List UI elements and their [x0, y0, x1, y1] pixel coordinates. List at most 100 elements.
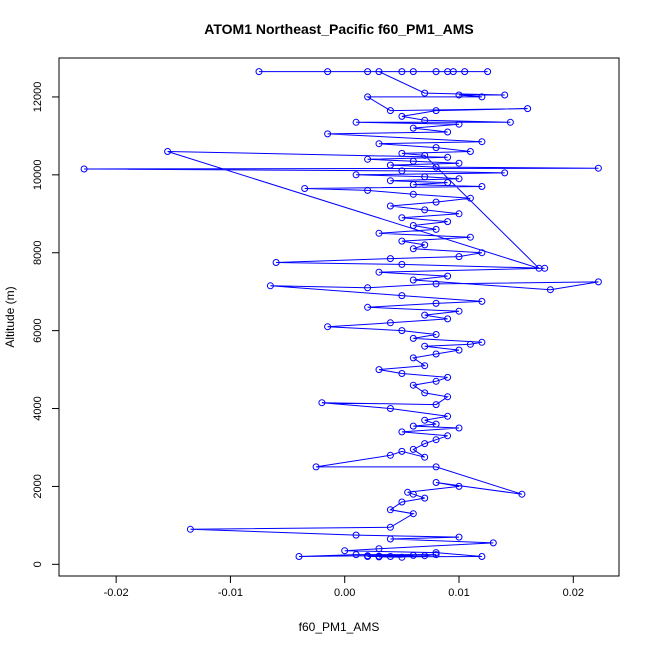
- data-point: [398, 214, 406, 222]
- chart-title: ATOM1 Northeast_Pacific f60_PM1_AMS: [204, 21, 473, 37]
- data-point: [398, 327, 406, 335]
- data-point: [432, 331, 440, 338]
- data-point: [421, 494, 429, 502]
- data-point: [444, 373, 452, 381]
- data-point: [386, 202, 394, 210]
- data-point: [352, 171, 360, 179]
- data-point: [409, 124, 417, 132]
- data-point: [455, 120, 463, 128]
- data-point: [444, 393, 452, 401]
- data-point: [432, 225, 440, 233]
- data-point: [432, 299, 440, 307]
- data-point: [432, 163, 440, 171]
- y-tick-label: 6000: [32, 318, 44, 342]
- data-point: [449, 68, 457, 76]
- data-point: [432, 551, 440, 559]
- data-point: [272, 259, 280, 266]
- data-point: [478, 93, 486, 101]
- data-point: [444, 179, 452, 187]
- data-point: [432, 463, 440, 471]
- data-point: [409, 190, 417, 198]
- data-point: [421, 362, 429, 370]
- series-points: [80, 68, 602, 561]
- data-point: [461, 68, 469, 76]
- x-tick-label: -0.02: [104, 587, 129, 599]
- data-point: [409, 381, 417, 389]
- data-point: [409, 245, 417, 253]
- data-point: [455, 424, 463, 432]
- data-point: [386, 177, 394, 185]
- data-point: [398, 260, 406, 268]
- data-point: [398, 237, 406, 245]
- data-point: [466, 148, 474, 155]
- y-tick-label: 4000: [32, 396, 44, 420]
- data-point: [386, 405, 394, 412]
- x-tick-label: 0.00: [334, 587, 355, 599]
- data-point: [432, 377, 440, 385]
- data-point: [444, 315, 452, 323]
- data-point: [364, 552, 372, 560]
- data-point: [594, 164, 602, 172]
- data-point: [375, 268, 383, 276]
- data-point: [518, 490, 526, 498]
- data-point: [409, 445, 417, 453]
- data-point: [352, 531, 360, 539]
- data-point: [364, 186, 372, 194]
- data-point: [432, 144, 440, 152]
- data-point: [501, 169, 509, 177]
- data-point: [535, 264, 543, 272]
- data-point: [375, 229, 383, 237]
- data-point: [341, 547, 349, 555]
- data-point: [432, 107, 440, 115]
- data-point: [364, 303, 372, 311]
- data-point: [386, 506, 394, 514]
- data-point: [386, 451, 394, 459]
- data-point: [432, 280, 440, 288]
- data-point: [432, 549, 440, 557]
- y-tick-label: 10000: [32, 160, 44, 191]
- data-point: [409, 157, 417, 165]
- data-point: [432, 198, 440, 206]
- data-point: [398, 112, 406, 120]
- data-point: [255, 68, 263, 76]
- data-point: [478, 553, 486, 560]
- data-point: [455, 91, 463, 99]
- data-point: [398, 428, 406, 436]
- data-point: [404, 488, 412, 496]
- data-point: [546, 286, 554, 294]
- data-point: [375, 366, 383, 374]
- data-point: [444, 412, 452, 420]
- data-point: [409, 68, 417, 76]
- plot-frame: [58, 57, 620, 577]
- data-point: [501, 91, 509, 99]
- data-point: [444, 272, 452, 280]
- data-point: [375, 545, 383, 553]
- x-tick-label: 0.01: [448, 587, 469, 599]
- data-point: [489, 539, 497, 547]
- data-point: [398, 68, 406, 76]
- data-point: [444, 153, 452, 161]
- data-point: [455, 346, 463, 354]
- y-axis: 0 2000 4000 6000 8000 10000 12000: [32, 82, 60, 567]
- data-point: [421, 173, 429, 181]
- data-point: [386, 523, 394, 531]
- data-point: [364, 284, 372, 292]
- data-point: [324, 130, 332, 138]
- data-point: [409, 354, 417, 362]
- data-point: [409, 222, 417, 229]
- data-point: [466, 194, 474, 202]
- data-point: [421, 116, 429, 124]
- data-point: [478, 338, 486, 346]
- data-point: [409, 334, 417, 342]
- data-point: [455, 307, 463, 315]
- data-point: [398, 498, 406, 506]
- data-point: [506, 118, 514, 126]
- y-tick-label: 2000: [32, 474, 44, 498]
- x-tick-label: -0.01: [218, 587, 243, 599]
- data-point: [421, 440, 429, 448]
- data-point: [484, 68, 492, 76]
- data-point: [432, 479, 440, 486]
- series-line: [84, 71, 599, 558]
- data-point: [421, 453, 429, 461]
